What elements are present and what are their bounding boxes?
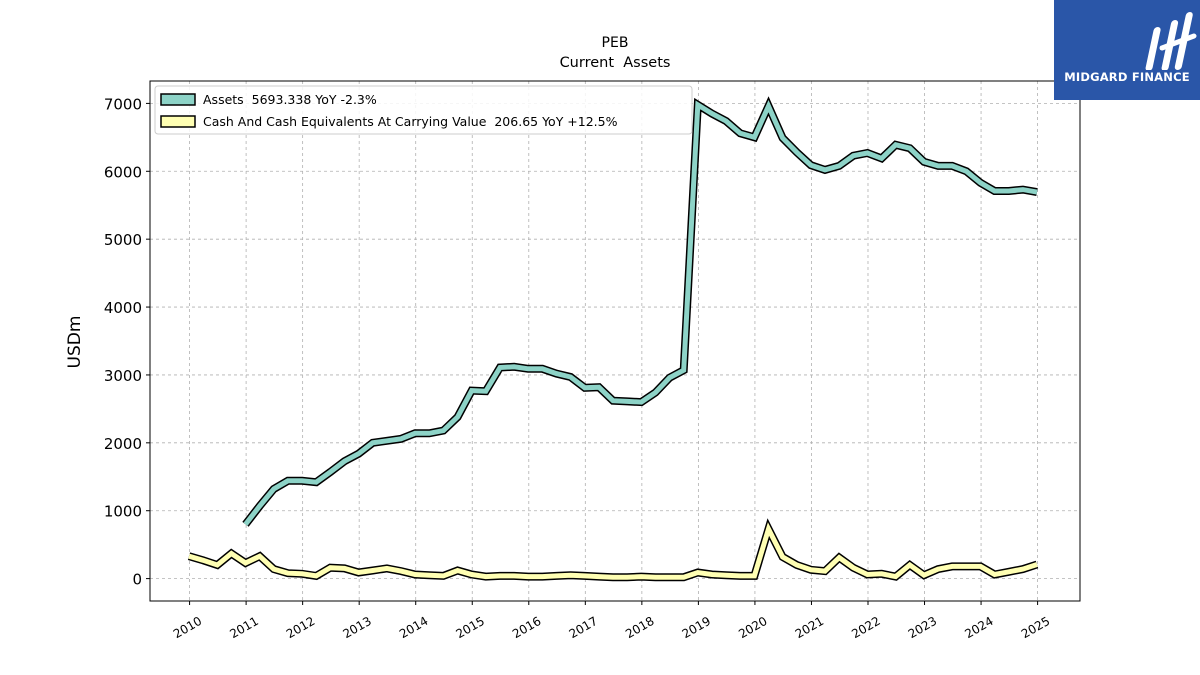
x-tick-label: 2017: [567, 614, 600, 641]
legend-swatch-cash: [160, 115, 196, 128]
legend-label-assets: Assets 5693.338 YoY -2.3%: [203, 92, 377, 107]
y-tick-label: 7000: [104, 95, 142, 113]
y-axis-label: USDm: [65, 316, 85, 369]
y-tick-label: 0: [132, 571, 142, 589]
series-outline-1: [187, 518, 1039, 582]
logo-text: MIDGARD FINANCE: [1064, 70, 1190, 84]
x-tick-label: 2024: [962, 614, 995, 641]
x-tick-label: 2015: [454, 614, 487, 641]
series-lines: [187, 96, 1039, 582]
y-tick-label: 2000: [104, 435, 142, 453]
x-tick-label: 2012: [284, 614, 317, 641]
series-outline-0: [242, 96, 1038, 527]
legend-swatch-assets: [160, 93, 196, 106]
logo-mark-icon: [1145, 12, 1197, 70]
x-tick-label: 2013: [340, 614, 373, 641]
grid-lines: [150, 81, 1080, 601]
y-axis: 0 1000 2000 3000 4000 5000 6000 7000: [104, 95, 150, 589]
x-tick-label: 2022: [849, 614, 882, 641]
midgard-finance-logo: MIDGARD FINANCE: [1054, 0, 1200, 100]
y-tick-label: 4000: [104, 299, 142, 317]
legend-box: [154, 85, 693, 135]
chart-title: PEB: [602, 35, 629, 51]
x-tick-label: 2010: [171, 614, 204, 641]
legend-label-cash: Cash And Cash Equivalents At Carrying Va…: [203, 114, 618, 129]
legend: Assets 5693.338 YoY -2.3% Cash And Cash …: [154, 85, 693, 135]
x-tick-label: 2016: [510, 614, 543, 641]
series-line-0: [243, 99, 1038, 526]
y-tick-label: 6000: [104, 163, 142, 181]
x-tick-label: 2020: [736, 614, 769, 641]
x-tick-label: 2021: [793, 614, 826, 641]
plot-frame: [149, 80, 1081, 602]
y-tick-label: 5000: [104, 231, 142, 249]
chart-subtitle: Current Assets: [560, 55, 671, 71]
x-tick-label: 2019: [680, 614, 713, 641]
x-tick-label: 2014: [397, 614, 430, 641]
x-tick-label: 2025: [1019, 614, 1052, 641]
y-tick-label: 3000: [104, 367, 142, 385]
x-tick-label: 2018: [623, 614, 656, 641]
series-line-1: [188, 522, 1038, 580]
x-axis: 2010 2011 2012 2013 2014 2015 2016 2017 2018 2019…: [171, 601, 1052, 641]
y-tick-label: 1000: [104, 503, 142, 521]
x-tick-label: 2023: [906, 614, 939, 641]
x-tick-label: 2011: [227, 614, 260, 641]
